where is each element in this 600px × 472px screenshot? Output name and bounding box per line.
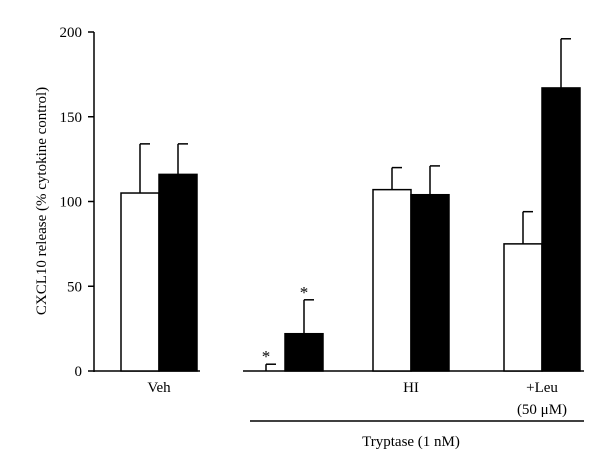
bar	[410, 193, 450, 372]
y-tick-label: 200	[60, 25, 83, 41]
significance-star: *	[262, 347, 271, 366]
bar	[284, 332, 324, 372]
bracket-label: Tryptase (1 nM)	[362, 434, 460, 450]
y-ticks: 0 50 100 150 200	[60, 25, 94, 380]
category-label: Veh	[147, 380, 171, 396]
significance-star: *	[300, 283, 309, 302]
bar	[541, 87, 581, 372]
bar	[158, 173, 198, 372]
y-tick-label: 0	[75, 364, 83, 380]
y-tick-label: 50	[67, 279, 82, 295]
category-labels: Veh HI +Leu (50 μM) Tryptase (1 nM)	[147, 380, 584, 450]
bar	[503, 243, 543, 372]
y-axis-label: CXCL10 release (% cytokine control)	[34, 87, 50, 315]
bar	[120, 192, 160, 372]
bar	[372, 188, 412, 372]
y-tick-label: 150	[60, 110, 83, 126]
y-tick-label: 100	[60, 195, 83, 211]
category-label: HI	[403, 380, 419, 396]
category-label-line2: (50 μM)	[517, 402, 567, 418]
bars: **	[120, 38, 581, 372]
category-label: +Leu	[526, 380, 558, 396]
